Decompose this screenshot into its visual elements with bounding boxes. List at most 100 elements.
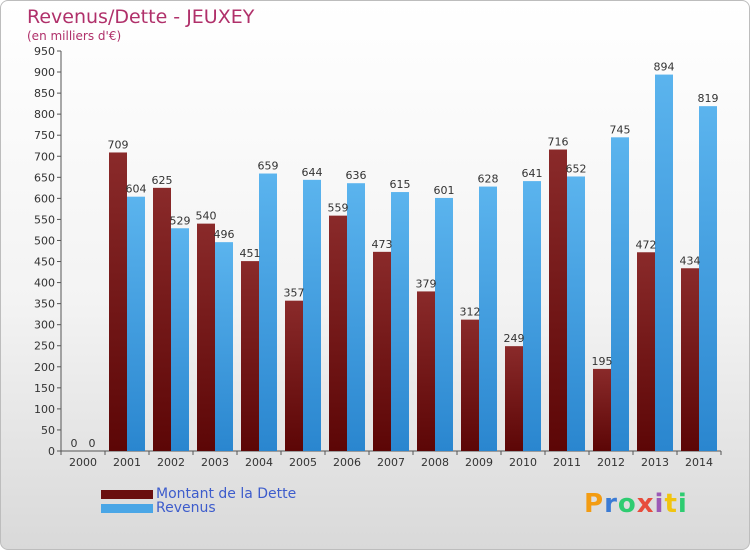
y-tick-label: 750 — [34, 129, 55, 142]
logo-letter: r — [604, 489, 618, 519]
y-tick-label: 500 — [34, 234, 55, 247]
x-tick-label: 2000 — [69, 456, 97, 469]
x-tick-label: 2010 — [509, 456, 537, 469]
revenus-data-label: 644 — [302, 166, 323, 179]
x-tick-label: 2002 — [157, 456, 185, 469]
debt-data-label: 473 — [372, 238, 393, 251]
y-tick-label: 250 — [34, 340, 55, 353]
legend: Montant de la Dette Revenus — [101, 486, 297, 516]
logo-letter: o — [617, 489, 637, 519]
x-tick-label: 2012 — [597, 456, 625, 469]
debt-bar — [329, 215, 347, 451]
chart-title: Revenus/Dette - JEUXEY — [27, 6, 255, 28]
data-labels: 0 709 625 540 451 357 559 473 379 312 249 716 195 472… — [71, 61, 719, 450]
debt-bar — [593, 368, 611, 451]
revenus-data-label: 601 — [434, 184, 455, 197]
revenus-bar — [435, 197, 453, 451]
debt-bar — [373, 251, 391, 451]
debt-bar — [681, 268, 699, 451]
x-tick-label: 2003 — [201, 456, 229, 469]
y-tick-label: 200 — [34, 361, 55, 374]
revenus-data-label: 0 — [89, 437, 96, 450]
logo-letter: x — [636, 489, 655, 519]
y-tick-label: 850 — [34, 87, 55, 100]
y-tick-label: 650 — [34, 171, 55, 184]
revenus-bar — [391, 192, 409, 452]
y-tick-label: 700 — [34, 150, 55, 163]
y-tick-label: 150 — [34, 382, 55, 395]
debt-bar — [461, 319, 479, 451]
revenus-data-label: 894 — [654, 61, 675, 74]
y-tick-label: 400 — [34, 277, 55, 290]
y-tick-label: 600 — [34, 192, 55, 205]
y-tick-label: 350 — [34, 298, 55, 311]
debt-data-label: 625 — [152, 174, 173, 187]
revenus-data-label: 652 — [566, 162, 587, 175]
y-tick-label: 450 — [34, 256, 55, 269]
legend-item-debt: Montant de la Dette — [101, 486, 297, 502]
revenus-bar — [523, 181, 541, 451]
debt-data-label: 716 — [548, 136, 569, 149]
y-tick-label: 550 — [34, 213, 55, 226]
debt-bar — [109, 152, 127, 451]
debt-data-label: 451 — [240, 247, 261, 260]
legend-swatch-debt — [101, 489, 153, 499]
x-tick-label: 2008 — [421, 456, 449, 469]
debt-data-label: 0 — [71, 437, 78, 450]
y-tick-label: 300 — [34, 319, 55, 332]
revenus-data-label: 615 — [390, 178, 411, 191]
x-tick-label: 2009 — [465, 456, 493, 469]
debt-data-label: 379 — [416, 277, 437, 290]
debt-data-label: 195 — [592, 355, 613, 368]
revenus-data-label: 641 — [522, 167, 543, 180]
debt-bar — [153, 187, 171, 451]
revenus-data-label: 745 — [610, 123, 631, 136]
logo-letter: P — [584, 489, 605, 519]
legend-swatch-revenus — [101, 503, 153, 513]
debt-data-label: 357 — [284, 287, 305, 300]
revenus-bar — [479, 186, 497, 451]
debt-data-label: 312 — [460, 306, 481, 319]
legend-label-revenus: Revenus — [156, 500, 216, 516]
legend-item-revenus: Revenus — [101, 500, 296, 516]
revenus-bar — [567, 176, 585, 451]
debt-bar — [285, 300, 303, 451]
debt-data-label: 249 — [504, 332, 525, 345]
legend-label-debt: Montant de la Dette — [156, 486, 297, 502]
x-tick-label: 2001 — [113, 456, 141, 469]
revenus-bar — [699, 106, 717, 451]
proxiti-logo: Proxiti — [584, 489, 688, 519]
revenus-data-label: 529 — [170, 214, 191, 227]
revenus-bar — [611, 137, 629, 451]
revenus-data-label: 636 — [346, 169, 367, 182]
debt-bar — [197, 223, 215, 451]
x-tick-label: 2007 — [377, 456, 405, 469]
x-tick-label: 2004 — [245, 456, 273, 469]
revenus-data-label: 604 — [126, 183, 147, 196]
debt-data-label: 559 — [328, 202, 349, 215]
y-tick-label: 800 — [34, 108, 55, 121]
debt-data-label: 709 — [108, 138, 129, 151]
revenus-data-label: 628 — [478, 173, 499, 186]
bars — [109, 74, 717, 452]
y-tick-label: 100 — [34, 403, 55, 416]
x-tick-label: 2006 — [333, 456, 361, 469]
revenus-bar — [303, 179, 321, 451]
x-tick-label: 2005 — [289, 456, 317, 469]
chart-subtitle: (en milliers d'€) — [27, 29, 122, 43]
revenus-bar — [171, 228, 189, 451]
y-tick-label: 900 — [34, 66, 55, 79]
revenus-bar — [215, 242, 233, 451]
x-tick-label: 2014 — [685, 456, 713, 469]
y-tick-label: 50 — [41, 424, 55, 437]
revenus-data-label: 819 — [698, 92, 719, 105]
x-tick-label: 2011 — [553, 456, 581, 469]
logo-letter: i — [677, 489, 688, 519]
revenus-bar — [655, 74, 673, 451]
revenus-bar — [347, 183, 365, 452]
debt-data-label: 472 — [636, 238, 657, 251]
debt-data-label: 434 — [680, 254, 701, 267]
debt-bar — [241, 261, 259, 451]
